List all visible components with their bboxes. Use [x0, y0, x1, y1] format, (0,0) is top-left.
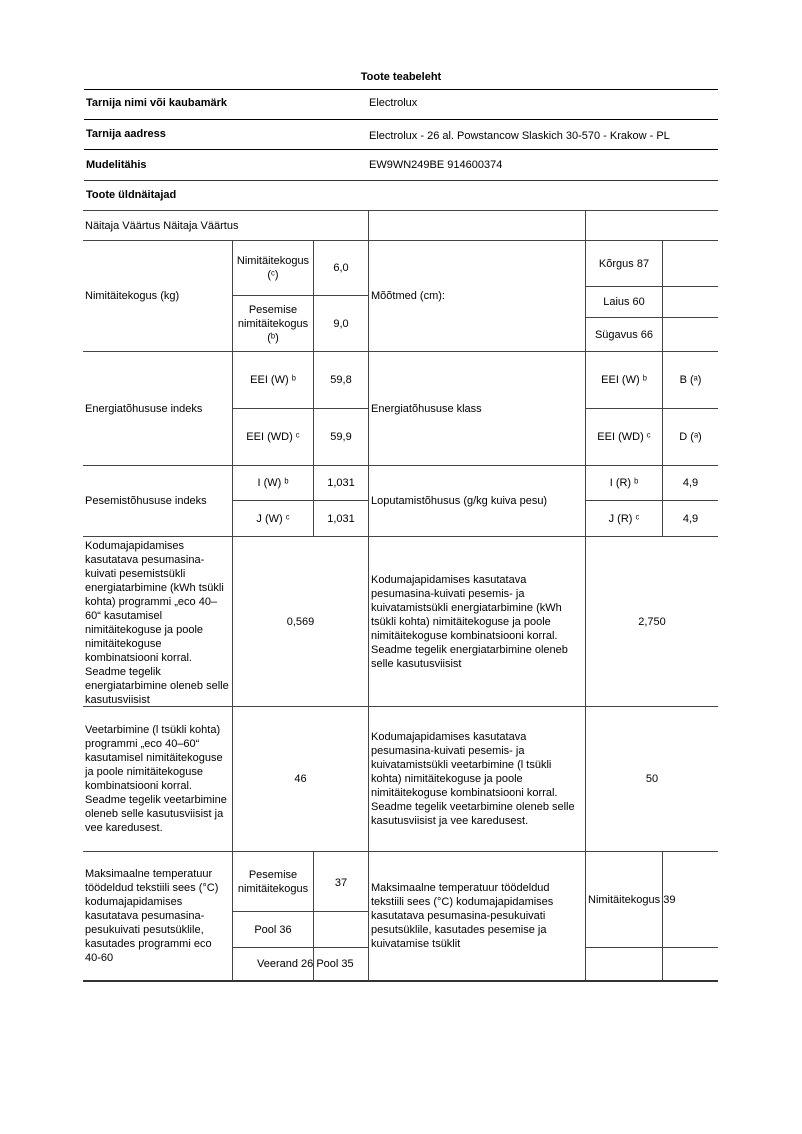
jw-value: 1,031 [313, 500, 369, 537]
jr-value: 4,9 [662, 500, 718, 537]
temp-full-label: Pesemise nimitäitekogus [232, 851, 314, 912]
ir-value: 4,9 [662, 465, 718, 501]
water-wd-label: Kodumajapidamises kasutatava pesumasina-… [368, 706, 586, 852]
general-section-label: Toote üldnäitajad [86, 189, 177, 201]
temp-full-value: 37 [313, 851, 369, 912]
eei-label: Energiatõhususe indeks [83, 351, 233, 466]
empty-cell [662, 286, 718, 318]
energy-wd-value: 2,750 [585, 536, 718, 707]
supplier-value: Electrolux [369, 97, 418, 109]
cap-b-label: Pesemise nimitäitekogus (ᵇ) [232, 295, 314, 352]
eei-w-label: EEI (W) ᵇ [232, 351, 314, 409]
header-cell-empty [368, 210, 586, 241]
eei-wd-value: 59,9 [313, 408, 369, 466]
header-cell-empty [585, 210, 718, 241]
energy-wash-label: Kodumajapidamises kasutatava pesumasina-… [83, 536, 233, 707]
energy-wd-label: Kodumajapidamises kasutatava pesumasina-… [368, 536, 586, 707]
jr-label: J (R) ᶜ [585, 500, 663, 537]
width-cell: Laius 60 [585, 286, 663, 318]
empty-cell [662, 317, 718, 352]
temp-wd-label: Maksimaalne temperatuur töödeldud teksti… [368, 851, 586, 982]
empty-cell [662, 240, 718, 287]
empty-cell [585, 947, 663, 982]
depth-cell: Sügavus 66 [585, 317, 663, 352]
cap-c-value: 6,0 [313, 240, 369, 296]
iw-value: 1,031 [313, 465, 369, 501]
water-wd-value: 50 [585, 706, 718, 852]
cap-c-label: Nimitäitekogus (ᶜ) [232, 240, 314, 296]
model-value: EW9WN249BE 914600374 [369, 159, 503, 171]
address-value: Electrolux - 26 al. Powstancow Slaskich … [369, 130, 670, 142]
water-wash-label: Veetarbimine (l tsükli kohta) programmi … [83, 706, 233, 852]
dimensions-label: Mõõtmed (cm): [368, 240, 586, 352]
address-label: Tarnija aadress [86, 128, 166, 140]
temp-wash-label: Maksimaalne temperatuur töödeldud teksti… [83, 851, 233, 982]
capacity-label: Nimitäitekogus (kg) [83, 240, 233, 352]
cap-b-value: 9,0 [313, 295, 369, 352]
rinse-label: Loputamistõhusus (g/kg kuiva pesu) [368, 465, 586, 537]
page-title: Toote teabeleht [360, 71, 442, 83]
wash-label: Pesemistõhususe indeks [83, 465, 233, 537]
eei-wd-label: EEI (WD) ᶜ [232, 408, 314, 466]
supplier-label: Tarnija nimi või kaubamärk [86, 97, 228, 109]
temp-quarter-cell: Veerand 26 Pool 35 [232, 947, 369, 982]
energy-wash-value: 0,569 [232, 536, 369, 707]
eclass-w-value: B (ᵃ) [662, 351, 718, 409]
temp-quarter: Veerand 26 Pool 35 [257, 958, 354, 970]
empty-cell [662, 947, 718, 982]
height-cell: Kõrgus 87 [585, 240, 663, 287]
eclass-wd-label: EEI (WD) ᶜ [585, 408, 663, 466]
header-text: Näitaja Väärtus Näitaja Väärtus [85, 219, 239, 232]
model-label: Mudelitähis [86, 159, 147, 171]
temp-wd-cap: Nimitäitekogus 39 [585, 851, 675, 948]
header-cell: Näitaja Väärtus Näitaja Väärtus [83, 210, 369, 241]
iw-label: I (W) ᵇ [232, 465, 314, 501]
eclass-label: Energiatõhususe klass [368, 351, 586, 466]
ir-label: I (R) ᵇ [585, 465, 663, 501]
jw-label: J (W) ᶜ [232, 500, 314, 537]
empty-cell [662, 851, 718, 948]
eei-w-value: 59,8 [313, 351, 369, 409]
eclass-wd-value: D (ᵃ) [662, 408, 718, 466]
temp-half: Pool 36 [232, 911, 314, 948]
water-wash-value: 46 [232, 706, 369, 852]
eclass-w-label: EEI (W) ᵇ [585, 351, 663, 409]
empty-cell [313, 911, 369, 948]
